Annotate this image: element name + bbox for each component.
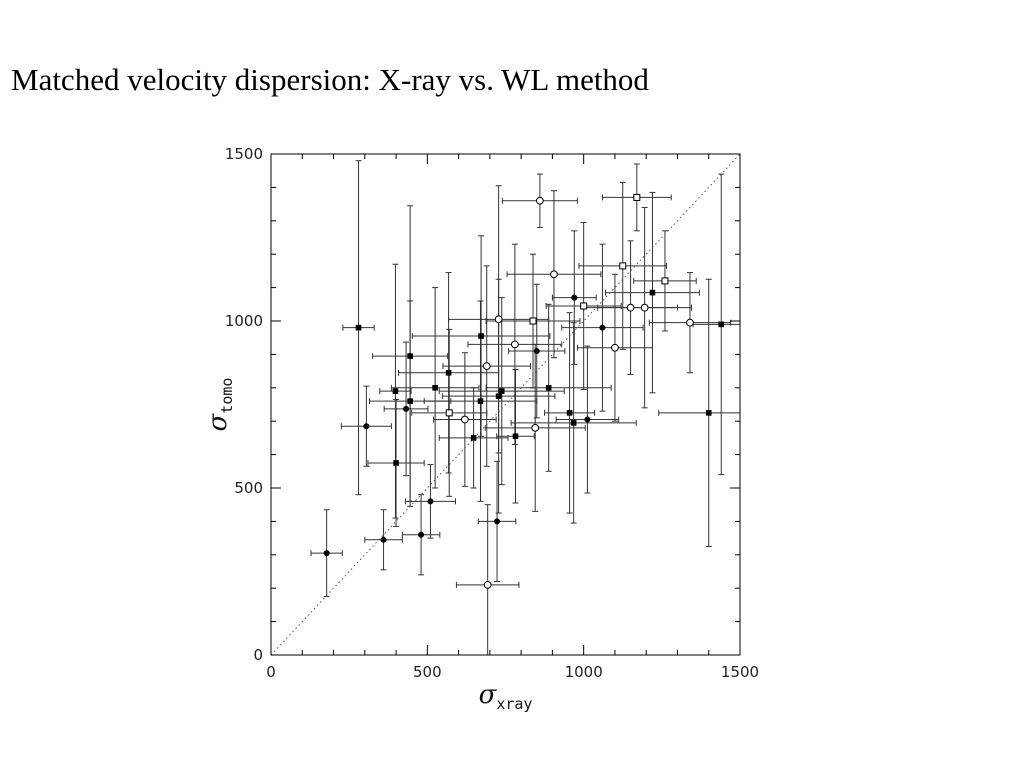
- data-point: [661, 277, 669, 285]
- data-point: [494, 315, 503, 324]
- data-point: [510, 340, 519, 349]
- data-point: [584, 416, 591, 423]
- y-axis-label-subscript: tomo: [218, 378, 236, 414]
- data-point: [494, 518, 501, 525]
- data-point: [363, 423, 370, 430]
- axis-ticks: 0 500 1000 1500 0 500 1000 1500: [225, 145, 759, 681]
- data-point: [611, 343, 619, 352]
- x-tick-label: 0: [266, 663, 276, 681]
- data-point: [432, 385, 438, 391]
- data-point: [550, 270, 558, 279]
- x-axis-label-subscript: xray: [496, 695, 532, 713]
- data-point: [705, 410, 712, 416]
- y-axis-label: σtomo: [203, 378, 236, 432]
- data-point: [470, 435, 477, 441]
- data-point: [323, 550, 330, 557]
- data-point: [535, 196, 544, 205]
- data-point: [649, 289, 656, 296]
- data-point: [571, 294, 578, 301]
- data-point: [640, 303, 649, 312]
- data-point: [407, 353, 413, 359]
- data-point: [498, 388, 505, 394]
- data-point: [445, 409, 453, 417]
- y-tick-label: 1500: [225, 145, 263, 163]
- data-point: [445, 369, 452, 376]
- data-point: [718, 321, 725, 328]
- y-axis-label-symbol: σ: [203, 412, 233, 431]
- data-point: [427, 498, 434, 505]
- data-point: [599, 324, 606, 331]
- data-point: [566, 410, 573, 416]
- x-tick-label: 1500: [721, 663, 759, 681]
- data-point: [482, 362, 491, 370]
- data-point: [545, 385, 552, 391]
- data-point: [483, 580, 492, 589]
- data-point: [626, 303, 635, 312]
- y-tick-label: 500: [234, 479, 263, 497]
- x-tick-label: 500: [413, 663, 442, 681]
- data-point: [407, 398, 413, 404]
- data-point: [460, 415, 469, 424]
- data-point: [686, 318, 694, 327]
- data-markers: [323, 193, 725, 589]
- data-point: [380, 536, 387, 543]
- identity-reference-line: [270, 153, 741, 656]
- x-axis-label-symbol: σ: [479, 680, 498, 710]
- data-point: [478, 333, 484, 339]
- data-point: [355, 324, 362, 331]
- data-point: [529, 317, 537, 325]
- data-point: [531, 423, 540, 432]
- x-axis-label: σxray: [479, 680, 533, 713]
- data-point: [580, 302, 588, 310]
- y-tick-label: 0: [253, 646, 263, 664]
- data-point: [392, 388, 399, 394]
- data-point: [512, 433, 519, 440]
- data-point: [533, 348, 540, 355]
- data-point: [633, 193, 641, 201]
- slide-title: Matched velocity dispersion: X-ray vs. W…: [11, 62, 649, 97]
- data-point: [418, 531, 425, 538]
- data-point: [495, 393, 502, 399]
- data-point: [477, 398, 484, 404]
- data-point: [570, 420, 577, 426]
- data-point: [619, 262, 627, 270]
- y-tick-label: 1000: [225, 312, 263, 330]
- data-point: [393, 460, 399, 466]
- error-bars: [310, 160, 740, 655]
- data-point: [403, 405, 410, 412]
- x-tick-label: 1000: [565, 663, 603, 681]
- plot-frame: [270, 153, 741, 656]
